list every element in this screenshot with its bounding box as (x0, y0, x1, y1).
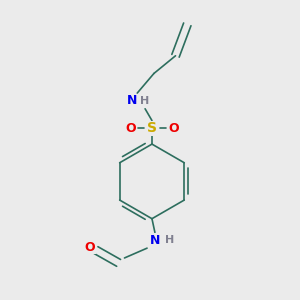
Text: H: H (140, 96, 150, 106)
Text: O: O (125, 122, 136, 135)
Text: H: H (165, 235, 174, 245)
Text: N: N (150, 234, 160, 247)
Text: O: O (168, 122, 179, 135)
Text: O: O (85, 241, 95, 254)
Text: N: N (127, 94, 137, 107)
Text: S: S (147, 122, 157, 135)
